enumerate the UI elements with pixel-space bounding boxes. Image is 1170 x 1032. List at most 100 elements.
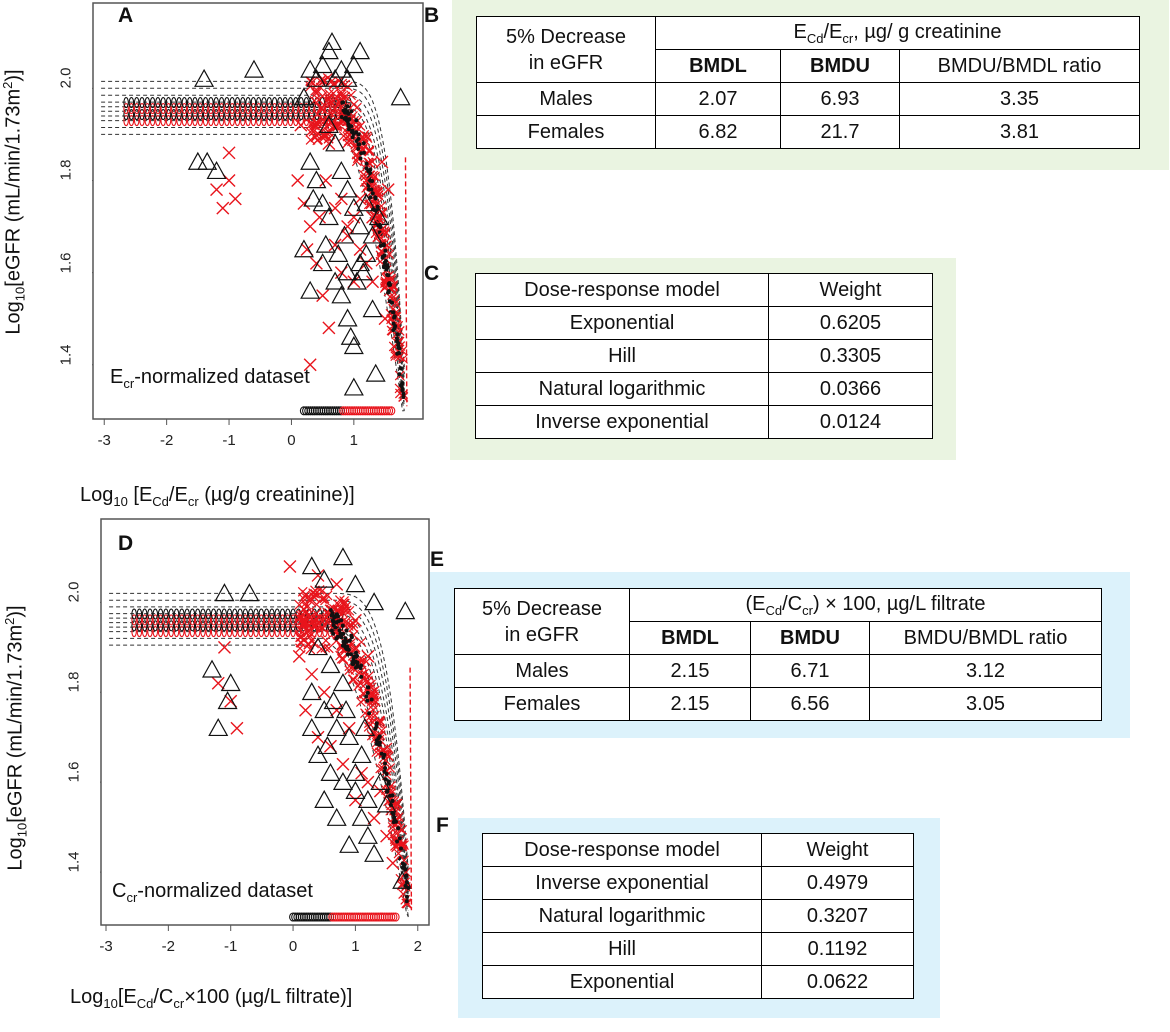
male-plateau-marker (176, 109, 182, 121)
male-curve-point (391, 321, 396, 326)
male-triangle (301, 718, 322, 737)
female-cross (367, 811, 381, 825)
female-plateau-marker (287, 103, 294, 115)
male-curve-point (369, 697, 374, 702)
male-curve-point (400, 387, 405, 391)
male-curve-point (342, 116, 347, 121)
table-row: Inverse exponential 0.4979 (482, 866, 914, 900)
ylabel-d: Log10[eGFR (mL/min/1.73m2)] (2, 605, 30, 871)
male-curve-point (390, 793, 395, 798)
male-triangle (328, 243, 349, 262)
female-plateau-marker (245, 115, 251, 127)
male-curve-point (383, 766, 388, 771)
male-curve-point (345, 644, 350, 649)
xtick-label: 2 (413, 938, 422, 955)
male-triangle (201, 659, 223, 678)
male-curve-point (373, 196, 378, 200)
male-triangle (337, 262, 358, 281)
female-plateau-marker (184, 626, 190, 638)
male-curve-point (359, 663, 364, 668)
male-plateau-marker (184, 620, 190, 632)
male-curve-point (340, 623, 345, 628)
male-curve-point (364, 694, 369, 699)
male-plateau-marker (152, 608, 159, 620)
male-triangle (318, 207, 339, 226)
female-plateau-marker (216, 626, 222, 638)
female-cross-marker (344, 605, 355, 616)
xlabel-d: Log10[ECd/Ccr×100 (µg/L filtrate)] (70, 986, 353, 1011)
female-plateau-marker (277, 103, 283, 115)
male-curve-point (350, 661, 355, 666)
male-curve-point (405, 894, 409, 899)
ytick-label: 1.8 (57, 159, 75, 181)
male-curve-point (396, 826, 401, 831)
female-plateau-marker (255, 103, 262, 115)
female-cross-marker (300, 621, 311, 632)
female-cross-marker (382, 742, 393, 753)
male-plateau-marker (221, 620, 227, 632)
female-cross-marker (351, 102, 362, 113)
male-triangle (194, 68, 215, 87)
panel-letter-d: D (118, 532, 134, 555)
female-plateau-marker (152, 614, 159, 626)
male-triangle (345, 762, 366, 781)
female-plateau-marker (229, 115, 235, 127)
female-cross-marker (317, 594, 328, 605)
male-curve-point (339, 618, 344, 623)
table-row: Hill 0.3305 (475, 339, 933, 373)
female-cross (291, 173, 305, 187)
panel-letter-c: C (424, 262, 440, 285)
female-plateau-marker (173, 626, 180, 638)
male-curve-point (374, 738, 379, 743)
male-triangle (339, 727, 360, 746)
male-triangle (306, 170, 327, 189)
male-triangle (337, 308, 358, 327)
male-plateau-marker (330, 109, 336, 121)
female-cross-marker (305, 135, 316, 145)
male-plateau-marker (282, 109, 288, 121)
male-curve-point (384, 259, 388, 263)
female-cross-marker (313, 94, 324, 105)
male-triangle (368, 207, 389, 226)
table-b: 5% Decrease in eGFR ECd/Ecr, µg/ g creati… (476, 16, 1140, 149)
female-cross (317, 685, 331, 699)
female-cross-marker (297, 614, 308, 625)
female-cross (230, 721, 244, 735)
male-curve-point (341, 108, 346, 113)
female-cross-marker (375, 212, 386, 223)
male-plateau-marker (226, 608, 233, 620)
female-plateau-marker (210, 614, 217, 626)
female-plateau-marker (173, 614, 180, 626)
male-plateau-marker (133, 109, 140, 121)
male-plateau-marker (171, 97, 177, 109)
female-cross-marker (371, 747, 382, 758)
male-triangle (392, 870, 413, 889)
dataset-label-d: Ccr-normalized dataset (112, 880, 313, 905)
female-cross-marker (305, 618, 316, 629)
female-plateau-marker (293, 115, 299, 127)
male-curve-point (356, 146, 361, 151)
male-curve-point (397, 836, 402, 841)
female-cross (283, 559, 297, 573)
male-plateau-marker (128, 97, 135, 109)
female-plateau-marker (176, 115, 182, 127)
female-cross-marker (342, 131, 353, 142)
female-plateau-marker (250, 115, 257, 127)
female-cross (222, 146, 236, 160)
female-plateau-marker (194, 626, 201, 638)
male-triangle (339, 834, 360, 853)
female-plateau-marker (279, 626, 286, 638)
female-plateau-marker (266, 115, 273, 127)
table-b-header: ECd/Ecr, µg/ g creatinine (655, 16, 1140, 50)
male-plateau-marker (245, 97, 251, 109)
female-plateau-marker (274, 614, 280, 626)
male-plateau-marker (242, 608, 249, 620)
male-triangle (376, 794, 397, 813)
female-plateau-marker (181, 115, 188, 127)
female-cross (328, 238, 342, 252)
female-plateau-marker (269, 626, 275, 638)
plot-frame (100, 518, 430, 926)
female-plateau-marker (133, 115, 140, 127)
male-plateau-marker (224, 97, 230, 109)
female-plateau-marker (255, 115, 262, 127)
